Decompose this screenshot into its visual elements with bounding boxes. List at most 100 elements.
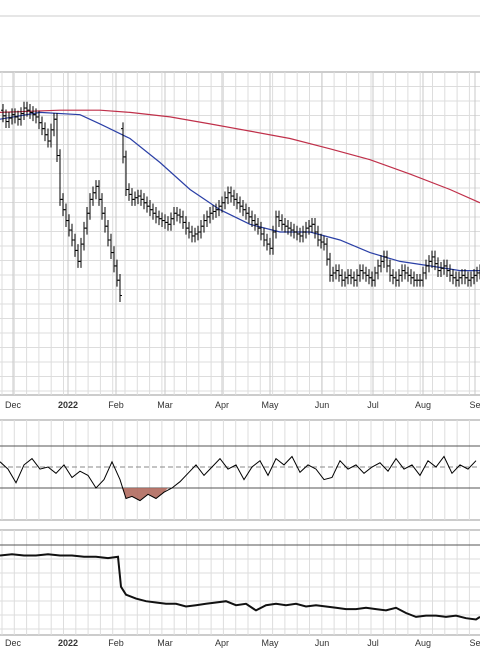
price-x-tick-label: Jun <box>315 400 330 410</box>
oscillator-oversold-area <box>122 488 168 501</box>
price-bar <box>127 183 131 201</box>
price-x-tick-label: 2022 <box>58 400 78 410</box>
price-bar <box>181 210 185 229</box>
relative-x-tick-label: 2022 <box>58 638 78 648</box>
panel-frames <box>0 15 480 636</box>
price-bar <box>451 269 455 285</box>
long-ma-line <box>0 109 480 204</box>
price-bar <box>262 227 266 247</box>
price-bar <box>412 271 416 287</box>
price-bar <box>475 266 479 282</box>
price-bar <box>376 259 380 280</box>
price-bar <box>325 237 329 266</box>
price-bar <box>94 180 98 200</box>
price-bar <box>388 259 392 282</box>
price-x-tick-label: Se <box>469 400 480 410</box>
price-bar <box>274 210 278 239</box>
price-x-tick-label: Apr <box>215 400 229 410</box>
price-bar <box>103 207 107 233</box>
price-bar <box>400 264 404 282</box>
price-bar <box>142 193 146 210</box>
price-bar <box>55 112 59 162</box>
price-x-tick-label: Aug <box>415 400 431 410</box>
relative-x-tick-label: Aug <box>415 638 431 648</box>
price-bar <box>421 266 425 287</box>
price-bar <box>145 196 149 213</box>
grid-lines <box>0 72 480 635</box>
relative-x-tick-label: Apr <box>215 638 229 648</box>
relative-x-tick-label: May <box>261 638 279 648</box>
price-bar <box>352 271 356 287</box>
price-x-tick-label: Jul <box>367 400 379 410</box>
price-bar <box>277 210 281 228</box>
relative-x-tick-label: Jun <box>315 638 330 648</box>
relative-x-tick-label: Mar <box>157 638 173 648</box>
oscillator-line <box>0 455 477 502</box>
price-bar <box>190 225 194 243</box>
price-bar <box>130 188 134 206</box>
price-bar <box>316 225 320 247</box>
price-bar <box>64 203 68 228</box>
price-bars <box>1 101 480 302</box>
price-bar <box>340 269 344 287</box>
price-bar <box>166 216 170 231</box>
price-bar <box>43 122 47 142</box>
price-bar <box>391 269 395 285</box>
price-bar <box>178 208 182 224</box>
price-bar <box>52 112 56 137</box>
price-bar <box>406 266 410 282</box>
relative-series <box>0 553 480 621</box>
price-x-tick-label: Mar <box>157 400 173 410</box>
price-bar <box>364 266 368 282</box>
price-bar <box>265 233 269 251</box>
price-bar <box>16 110 20 126</box>
price-bar <box>301 225 305 243</box>
relative-x-tick-label: Feb <box>108 638 124 648</box>
relative-x-tick-label: Jul <box>367 638 379 648</box>
price-bar <box>463 269 467 285</box>
oscillator-series <box>0 455 477 502</box>
oscillator-oversold-fill <box>122 488 168 501</box>
price-bar <box>160 212 164 228</box>
price-bar <box>304 221 308 239</box>
price-bar <box>106 219 110 247</box>
price-bar <box>448 264 452 282</box>
price-x-tick-label: May <box>261 400 279 410</box>
price-bar <box>397 269 401 287</box>
price-bar <box>322 235 326 251</box>
relative-line <box>0 553 480 621</box>
relative-x-tick-label: Se <box>469 638 480 648</box>
price-bar <box>7 111 11 128</box>
price-bar <box>157 210 161 226</box>
price-bar <box>367 269 371 285</box>
price-bar <box>238 196 242 213</box>
price-bar <box>49 123 53 148</box>
price-bar <box>361 264 365 280</box>
price-bar <box>382 250 386 268</box>
price-bar <box>154 207 158 224</box>
price-bar <box>58 149 62 206</box>
relative-x-tick-label: Dec <box>5 638 22 648</box>
price-bar <box>199 219 203 239</box>
price-bar <box>193 227 197 243</box>
price-x-tick-label: Feb <box>108 400 124 410</box>
price-bar <box>283 218 287 233</box>
price-bar <box>298 227 302 243</box>
price-bar <box>310 218 314 233</box>
price-bar <box>76 244 80 268</box>
oscillator-reference-lines <box>0 445 480 546</box>
price-bar <box>79 237 83 268</box>
price-bar <box>73 233 77 257</box>
price-x-tick-label: Dec <box>5 400 22 410</box>
price-bar <box>409 269 413 285</box>
price-bar <box>427 255 431 273</box>
x-axis-labels: Dec Dec 2022 2022 Feb Feb Mar Mar Apr Apr May May Ju… <box>5 400 480 648</box>
price-bar <box>442 259 446 275</box>
price-bar <box>205 210 209 228</box>
price-bar <box>430 250 434 268</box>
price-bar <box>37 110 41 130</box>
price-bar <box>328 252 332 282</box>
price-bar <box>460 269 464 285</box>
price-bar <box>403 264 407 280</box>
